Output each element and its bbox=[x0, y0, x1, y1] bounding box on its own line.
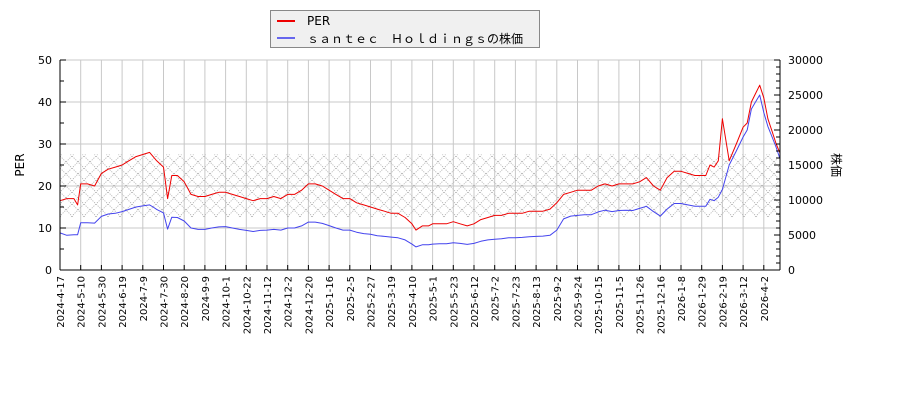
x-tick-label: 2025-9-2 bbox=[553, 276, 564, 321]
x-tick-label: 2025-2-27 bbox=[367, 276, 378, 328]
x-tick-label: 2026-4-2 bbox=[760, 276, 771, 321]
x-tick-label: 2025-10-15 bbox=[594, 276, 605, 334]
x-tick-label: 2025-2-5 bbox=[346, 276, 357, 321]
left-tick-label: 10 bbox=[38, 222, 52, 235]
per-line-swatch-icon bbox=[277, 20, 295, 22]
x-tick-label: 2024-10-22 bbox=[242, 276, 253, 334]
legend-item-per: PER bbox=[277, 13, 330, 29]
x-tick-label: 2026-1-8 bbox=[677, 276, 688, 321]
price-series-line bbox=[59, 94, 781, 248]
right-tick-label: 0 bbox=[788, 264, 795, 277]
legend-label-per: PER bbox=[307, 14, 331, 28]
hatched-range-band bbox=[60, 154, 780, 218]
x-axis-tick-labels: 2024-4-17 2024-5-10 2024-5-30 2024-6-19 2024… bbox=[56, 265, 771, 334]
left-tick-label: 30 bbox=[38, 138, 52, 151]
per-series-line bbox=[59, 84, 781, 231]
left-tick-label: 40 bbox=[38, 96, 52, 109]
x-tick-label: 2024-7-30 bbox=[160, 276, 171, 328]
x-tick-label: 2025-9-24 bbox=[574, 276, 585, 328]
series-layer bbox=[59, 84, 781, 248]
x-tick-label: 2024-5-30 bbox=[97, 276, 108, 328]
left-tick-label: 50 bbox=[38, 54, 52, 67]
x-tick-label: 2025-6-12 bbox=[470, 276, 481, 328]
left-tick-label: 0 bbox=[45, 264, 52, 277]
x-tick-label: 2024-9-9 bbox=[201, 276, 212, 321]
right-tick-label: 10000 bbox=[788, 194, 823, 207]
x-tick-label: 2024-8-20 bbox=[180, 276, 191, 328]
x-tick-label: 2025-11-26 bbox=[636, 276, 647, 334]
x-tick-label: 2024-12-20 bbox=[304, 276, 315, 334]
x-tick-label: 2024-6-19 bbox=[118, 276, 129, 328]
x-tick-label: 2025-5-23 bbox=[449, 276, 460, 328]
x-tick-label: 2025-12-16 bbox=[656, 276, 667, 334]
legend-label-price: ｓａｎｔｅｃ Ｈｏｌｄｉｎｇｓの株価 bbox=[307, 31, 524, 46]
x-tick-label: 2024-4-17 bbox=[56, 276, 67, 328]
x-tick-label: 2024-12-2 bbox=[284, 276, 295, 328]
x-tick-label: 2026-2-19 bbox=[718, 276, 729, 328]
x-tick-label: 2025-7-2 bbox=[491, 276, 502, 321]
axes-layer: 0 10 20 30 40 50 0 5000 10000 15000 20000 25000 3000… bbox=[38, 54, 823, 277]
x-tick-label: 2025-5-1 bbox=[429, 276, 440, 321]
x-tick-label: 2025-4-10 bbox=[408, 276, 419, 328]
x-tick-label: 2024-7-9 bbox=[139, 276, 150, 321]
right-tick-label: 25000 bbox=[788, 89, 823, 102]
right-tick-label: 30000 bbox=[788, 54, 823, 67]
right-tick-label: 20000 bbox=[788, 124, 823, 137]
left-tick-label: 20 bbox=[38, 180, 52, 193]
x-tick-label: 2024-5-10 bbox=[77, 276, 88, 328]
price-line-swatch-icon bbox=[277, 37, 295, 39]
x-tick-label: 2025-11-5 bbox=[615, 276, 626, 328]
x-tick-label: 2024-11-12 bbox=[263, 276, 274, 334]
x-tick-label: 2025-1-16 bbox=[325, 276, 336, 328]
right-axis-title: 株価 bbox=[829, 153, 844, 177]
x-tick-label: 2025-3-19 bbox=[387, 276, 398, 328]
x-tick-label: 2026-1-29 bbox=[698, 276, 709, 328]
x-tick-label: 2024-10-1 bbox=[222, 276, 233, 328]
x-tick-label: 2025-7-23 bbox=[511, 276, 522, 328]
right-tick-label: 5000 bbox=[788, 229, 816, 242]
left-axis-title: PER bbox=[13, 153, 27, 176]
legend: PER ｓａｎｔｅｃ Ｈｏｌｄｉｎｇｓの株価 bbox=[270, 10, 540, 48]
legend-item-price: ｓａｎｔｅｃ Ｈｏｌｄｉｎｇｓの株価 bbox=[277, 30, 523, 46]
x-tick-label: 2026-3-12 bbox=[739, 276, 750, 328]
x-tick-label: 2025-8-13 bbox=[532, 276, 543, 328]
right-tick-label: 15000 bbox=[788, 159, 823, 172]
